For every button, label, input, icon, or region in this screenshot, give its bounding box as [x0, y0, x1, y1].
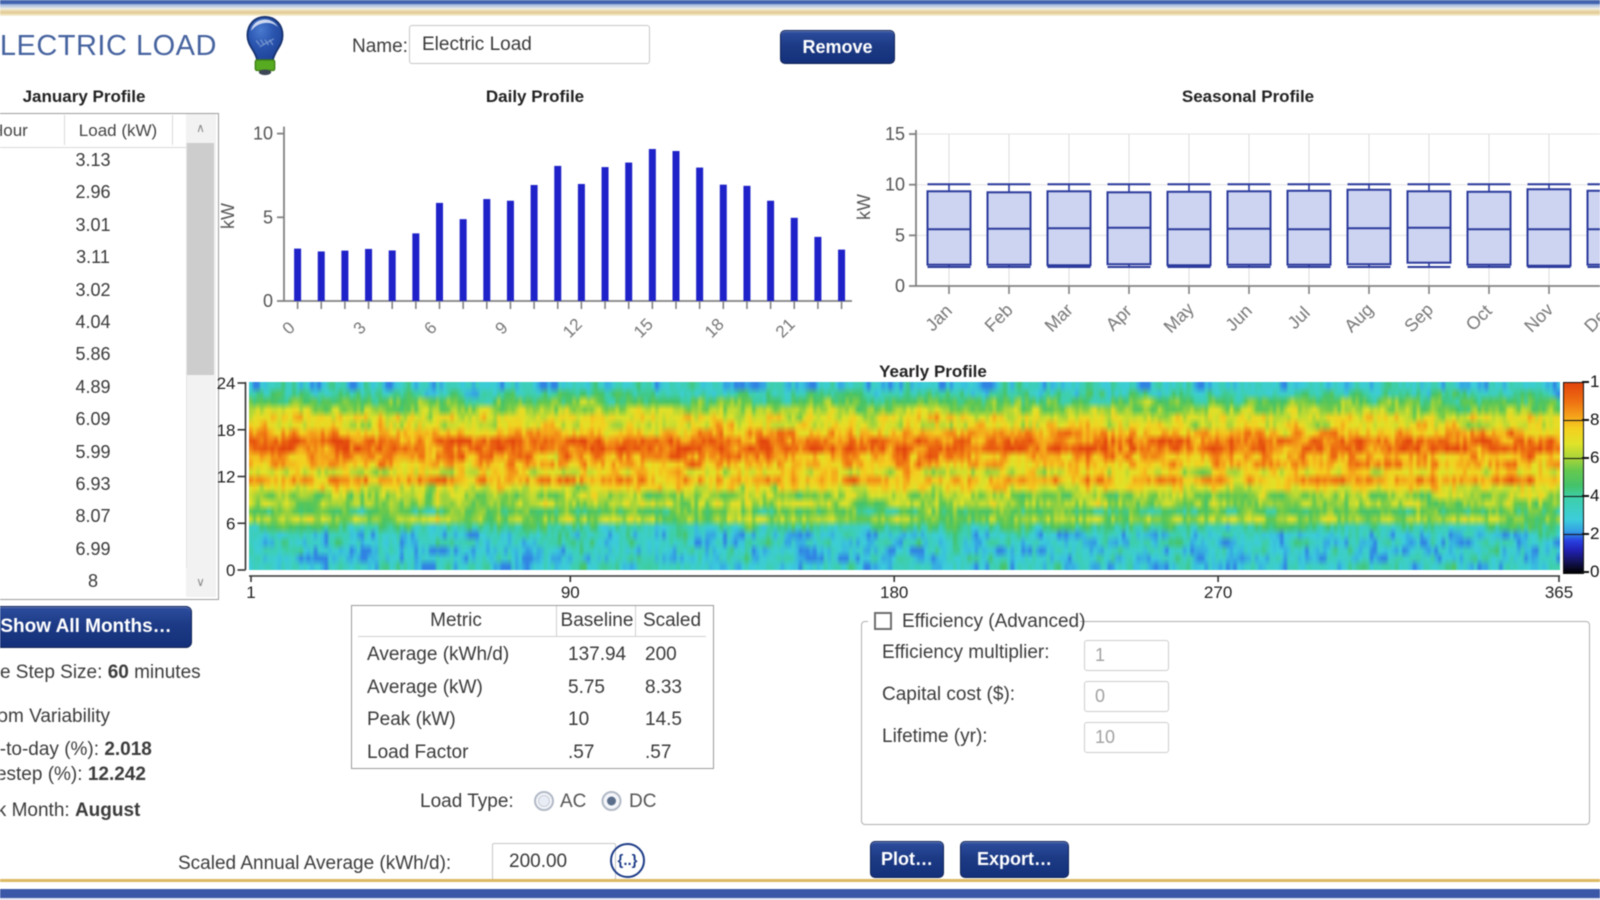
svg-text:Mar: Mar — [1041, 300, 1077, 336]
svg-text:Feb: Feb — [981, 300, 1017, 336]
svg-text:Jun: Jun — [1221, 300, 1256, 335]
svg-text:0: 0 — [263, 291, 273, 311]
svg-text:15: 15 — [630, 315, 657, 342]
svg-text:12: 12 — [559, 315, 586, 342]
svg-text:Jan: Jan — [921, 300, 956, 335]
svg-text:21: 21 — [772, 315, 799, 342]
svg-text:0: 0 — [226, 561, 235, 580]
svg-text:Aug: Aug — [1340, 299, 1377, 336]
svg-text:10: 10 — [885, 175, 905, 195]
svg-text:kW: kW — [854, 194, 874, 220]
svg-text:5: 5 — [895, 225, 905, 245]
svg-text:9: 9 — [491, 318, 511, 338]
svg-text:5: 5 — [263, 207, 273, 227]
svg-text:15: 15 — [885, 124, 905, 144]
svg-text:365: 365 — [1545, 583, 1573, 600]
svg-text:10: 10 — [253, 124, 273, 144]
svg-text:24: 24 — [217, 374, 236, 393]
svg-text:6: 6 — [226, 514, 235, 533]
svg-text:Oct: Oct — [1462, 301, 1496, 335]
svg-text:18: 18 — [217, 421, 236, 440]
svg-text:270: 270 — [1204, 583, 1232, 600]
svg-text:May: May — [1160, 299, 1198, 337]
svg-text:18: 18 — [701, 315, 728, 342]
svg-text:6: 6 — [421, 318, 441, 338]
svg-text:12: 12 — [217, 468, 236, 487]
svg-text:1: 1 — [246, 583, 255, 600]
svg-text:Apr: Apr — [1102, 301, 1136, 335]
svg-text:0: 0 — [279, 318, 299, 338]
svg-text:Sep: Sep — [1400, 299, 1437, 336]
svg-text:180: 180 — [880, 583, 908, 600]
svg-text:Dec: Dec — [1580, 299, 1600, 336]
svg-text:Nov: Nov — [1520, 299, 1557, 336]
svg-text:0: 0 — [895, 276, 905, 296]
svg-text:Jul: Jul — [1284, 303, 1314, 333]
svg-text:kW: kW — [220, 203, 238, 229]
svg-text:3: 3 — [350, 318, 370, 338]
svg-text:90: 90 — [561, 583, 580, 600]
